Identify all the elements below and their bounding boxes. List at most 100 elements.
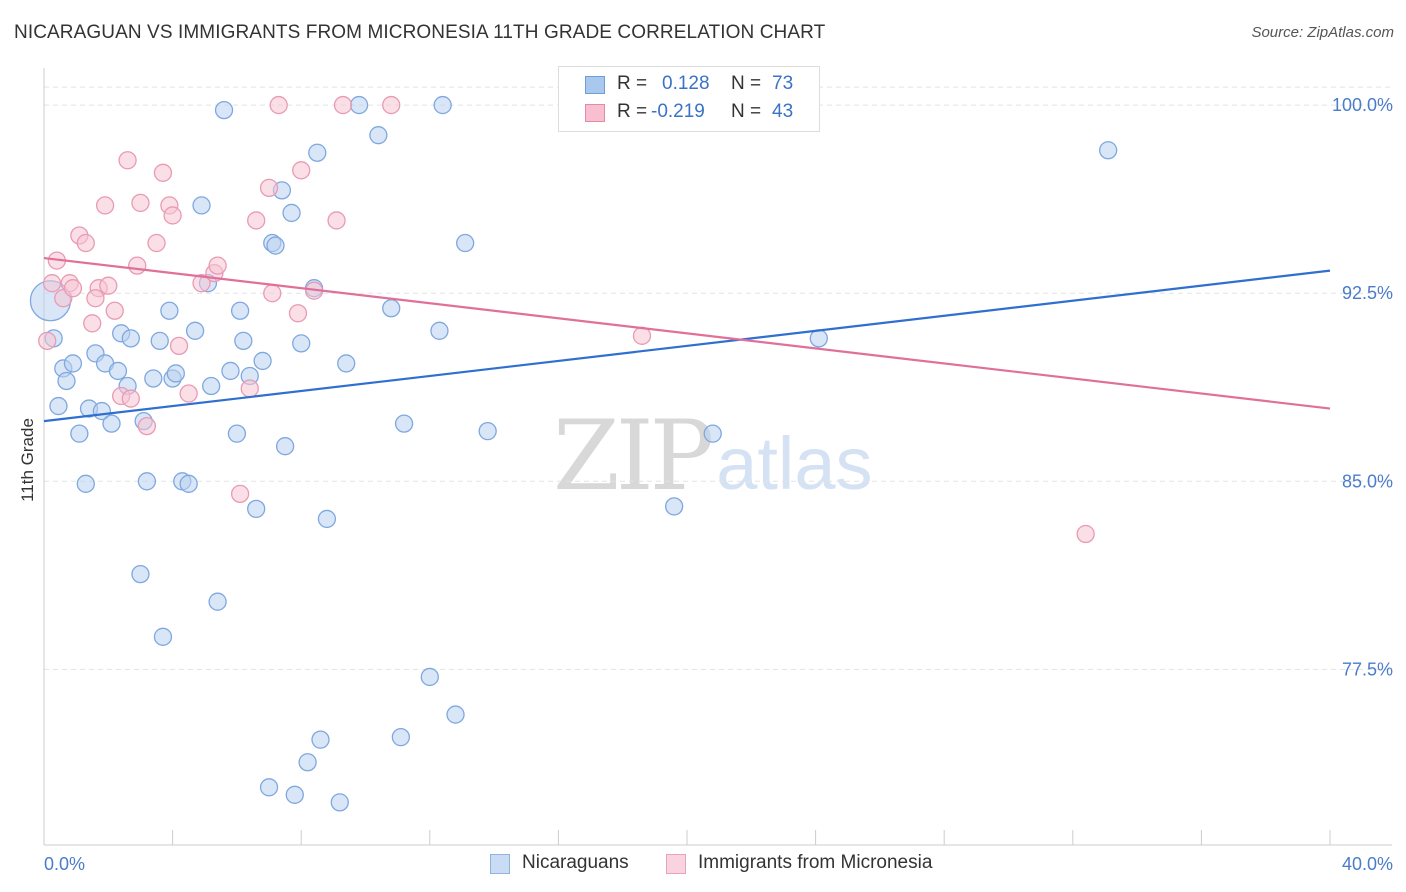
data-point xyxy=(317,509,337,529)
data-point xyxy=(349,95,369,115)
data-point xyxy=(105,301,124,320)
data-point xyxy=(160,301,179,320)
data-point xyxy=(147,233,166,253)
data-point xyxy=(394,414,414,433)
tick-labels: 77.5% 85.0% 92.5% 100.0% 0.0% 40.0% xyxy=(44,95,1393,874)
watermark-atlas: atlas xyxy=(716,422,873,505)
data-point xyxy=(337,354,356,373)
data-point xyxy=(221,361,240,381)
data-point xyxy=(42,274,62,293)
watermark-zip: ZIP xyxy=(553,400,714,512)
data-point xyxy=(57,371,76,391)
x-tick-label: 40.0% xyxy=(1342,854,1393,874)
data-point xyxy=(86,289,105,308)
data-point xyxy=(430,321,449,340)
data-point xyxy=(369,126,388,145)
data-point xyxy=(240,379,259,398)
data-point xyxy=(275,437,295,456)
data-point xyxy=(83,314,102,333)
data-point xyxy=(192,274,211,293)
data-point xyxy=(809,329,828,348)
stats-r-label: R = xyxy=(617,101,648,122)
watermark: ZIPatlas xyxy=(553,400,873,512)
data-point xyxy=(76,474,95,493)
legend-swatch-micronesia xyxy=(666,854,686,874)
stats-box: R = 0.128 N = 73 R = -0.219 N = 43 xyxy=(558,66,820,132)
data-point xyxy=(259,778,279,797)
data-point xyxy=(202,376,221,396)
data-point xyxy=(102,414,121,433)
data-point xyxy=(150,331,169,351)
y-tick-label: 85.0% xyxy=(1342,471,1393,491)
data-point xyxy=(99,276,118,295)
data-point xyxy=(163,206,182,225)
data-point xyxy=(433,95,452,115)
data-point xyxy=(456,233,475,253)
data-point xyxy=(282,203,301,223)
data-point xyxy=(266,236,285,255)
data-point xyxy=(288,304,308,323)
data-point xyxy=(632,326,652,345)
data-point xyxy=(247,211,266,230)
data-point xyxy=(95,196,115,215)
data-point xyxy=(227,424,247,443)
stats-r-value: -0.219 xyxy=(651,101,705,122)
data-point xyxy=(121,329,140,348)
data-point xyxy=(1076,524,1095,544)
stats-n-label: N = xyxy=(731,73,762,94)
y-tick-label: 100.0% xyxy=(1332,95,1393,115)
data-point xyxy=(179,474,198,493)
x-tick-label: 0.0% xyxy=(44,854,85,874)
data-point xyxy=(166,364,185,383)
data-point xyxy=(285,785,304,804)
data-point xyxy=(121,389,140,408)
data-point xyxy=(308,143,327,162)
legend-label: Immigrants from Micronesia xyxy=(698,852,933,873)
y-tick-label: 77.5% xyxy=(1342,659,1393,679)
data-point xyxy=(76,233,95,253)
data-point xyxy=(208,592,227,611)
data-point xyxy=(128,256,147,275)
data-point xyxy=(327,211,346,230)
data-point xyxy=(269,95,288,115)
data-points xyxy=(29,95,1118,812)
stats-n-value: 43 xyxy=(772,101,794,122)
data-point xyxy=(49,396,68,416)
data-point xyxy=(234,331,253,351)
stats-n-label: N = xyxy=(731,101,762,122)
data-point xyxy=(108,361,128,381)
data-point xyxy=(38,331,57,351)
data-point xyxy=(420,667,439,687)
data-point xyxy=(208,256,227,275)
data-point xyxy=(446,705,465,724)
trend-line xyxy=(43,269,1331,423)
source-label: Source: ZipAtlas.com xyxy=(1251,24,1394,41)
data-point xyxy=(298,753,317,772)
data-point xyxy=(192,196,211,215)
data-point xyxy=(333,95,353,115)
stats-swatch-nicaraguans xyxy=(585,76,605,94)
data-point xyxy=(292,334,311,353)
data-point xyxy=(382,95,401,115)
data-point xyxy=(144,369,163,388)
data-point xyxy=(292,161,311,180)
data-point xyxy=(230,484,250,504)
data-point xyxy=(247,499,266,519)
data-point xyxy=(214,100,234,120)
data-point xyxy=(169,336,189,356)
y-tick-label: 92.5% xyxy=(1342,283,1393,303)
data-point xyxy=(137,472,157,491)
data-point xyxy=(137,416,157,436)
legend-label: Nicaraguans xyxy=(522,852,629,873)
trend-lines xyxy=(43,256,1331,423)
data-point xyxy=(131,193,150,213)
data-point xyxy=(1099,141,1118,160)
data-point xyxy=(70,424,89,443)
data-point xyxy=(153,163,173,182)
data-point xyxy=(703,424,722,443)
data-point xyxy=(259,178,279,198)
axes xyxy=(43,68,1392,846)
stats-swatch-micronesia xyxy=(585,104,605,122)
stats-r-value: 0.128 xyxy=(662,73,710,94)
